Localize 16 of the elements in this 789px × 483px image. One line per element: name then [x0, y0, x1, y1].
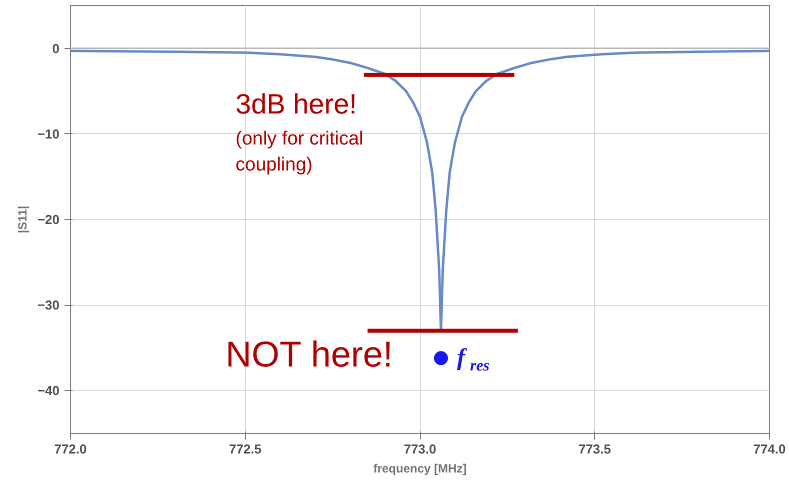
- x-tick-label: 773.0: [404, 442, 436, 456]
- annotation: (only for critical coupling): [236, 128, 364, 176]
- annotation: 3dB here!: [236, 88, 357, 120]
- x-axis-title: frequency [MHz]: [373, 462, 467, 476]
- x-tick-label: 772.5: [228, 442, 262, 456]
- annotation: fres: [456, 345, 490, 375]
- x-tick-label: 772.0: [54, 442, 87, 456]
- x-tick-label: 774.0: [753, 442, 786, 456]
- x-tick-label: 773.5: [578, 442, 612, 456]
- y-tick-label: −20: [37, 212, 60, 227]
- y-axis-title: |S11|: [15, 206, 30, 234]
- y-tick-label: 0: [52, 40, 60, 56]
- y-tick-label: −10: [37, 126, 60, 142]
- annotation: NOT here!: [226, 334, 393, 374]
- y-tick-label: −40: [37, 383, 60, 398]
- y-tick-label: −30: [37, 298, 60, 313]
